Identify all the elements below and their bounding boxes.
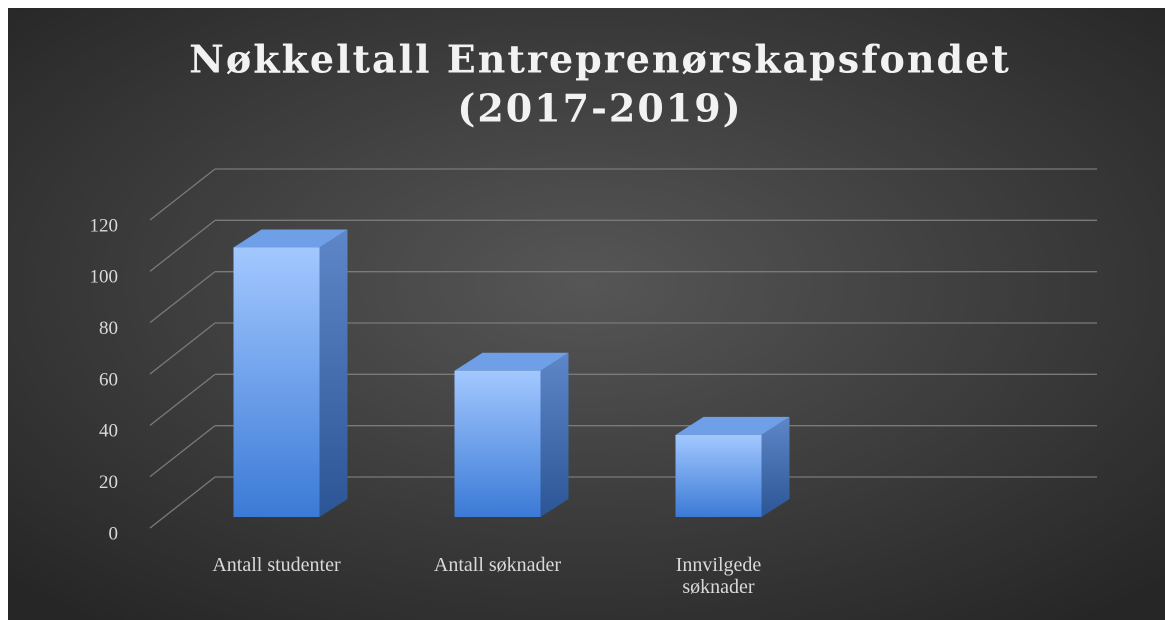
y-tick-label: 20 <box>99 472 118 493</box>
x-tick-label: Antall studenter <box>212 554 341 576</box>
bar <box>233 247 320 517</box>
y-tick-label: 60 <box>99 369 118 390</box>
grid-line <box>149 322 216 375</box>
y-tick-label: 120 <box>90 215 119 236</box>
x-tick-label: Antall søknader <box>433 554 562 576</box>
y-tick-label: 100 <box>90 267 119 288</box>
y-tick-label: 80 <box>99 318 118 339</box>
y-tick-label: 0 <box>109 523 119 544</box>
grid-line <box>149 425 216 478</box>
grid-line <box>149 373 216 426</box>
bar-top <box>675 416 790 435</box>
y-tick-label: 40 <box>99 421 118 442</box>
grid-line <box>149 271 216 324</box>
bar <box>675 434 762 517</box>
chart-title: (2017-2019) <box>457 86 742 131</box>
bar-top <box>233 229 348 248</box>
grid-line <box>149 219 216 272</box>
bar-side <box>319 229 348 517</box>
bar <box>454 370 541 517</box>
grid-line <box>149 476 216 529</box>
bar-top <box>454 352 569 371</box>
bar-side <box>761 416 790 517</box>
chart-title: Nøkkeltall Entreprenørskapsfondet <box>189 37 1011 82</box>
x-tick-label: Innvilgede søknader <box>675 554 762 598</box>
background <box>8 8 1165 620</box>
grid-line <box>149 168 216 221</box>
bar-side <box>540 352 569 517</box>
